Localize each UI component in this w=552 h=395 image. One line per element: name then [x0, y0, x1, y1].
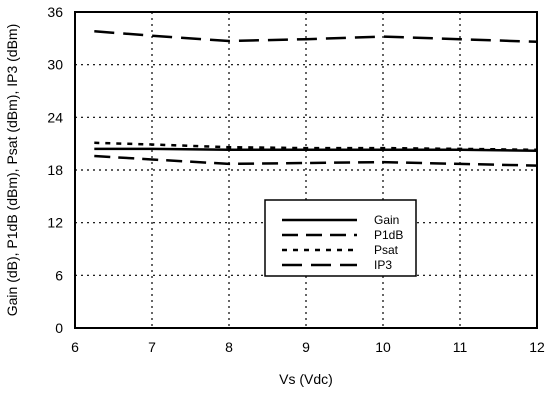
y-axis-title: Gain (dB), P1dB (dBm), Psat (dBm), IP3 (…	[4, 24, 20, 317]
legend-label: P1dB	[374, 228, 403, 242]
series-lines	[94, 30, 538, 167]
plot-frame	[74, 11, 538, 329]
y-tick-label: 18	[47, 162, 63, 178]
legend-label: IP3	[374, 258, 392, 272]
series-line-psat	[94, 141, 538, 152]
y-tick-label: 36	[47, 4, 63, 20]
x-axis-title: Vs (Vdc)	[279, 371, 333, 387]
x-tick-label: 8	[225, 339, 233, 355]
x-tick-label: 9	[302, 339, 310, 355]
grid	[75, 12, 537, 328]
y-tick-label: 12	[47, 215, 63, 231]
y-tick-label: 0	[55, 320, 63, 336]
series-line-ip3	[94, 30, 538, 44]
x-tick-label: 11	[453, 339, 468, 355]
legend-box	[264, 199, 417, 277]
x-tick-label: 10	[375, 339, 391, 355]
y-tick-label: 24	[47, 109, 63, 125]
y-tick-label: 6	[55, 267, 63, 283]
x-tick-label: 6	[71, 339, 79, 355]
y-tick-label: 30	[47, 57, 63, 73]
x-tick-label: 7	[148, 339, 156, 355]
x-tick-label: 12	[529, 339, 545, 355]
legend-label: Psat	[374, 243, 399, 257]
legend-label: Gain	[374, 213, 399, 227]
series-line-p1db	[94, 154, 538, 167]
